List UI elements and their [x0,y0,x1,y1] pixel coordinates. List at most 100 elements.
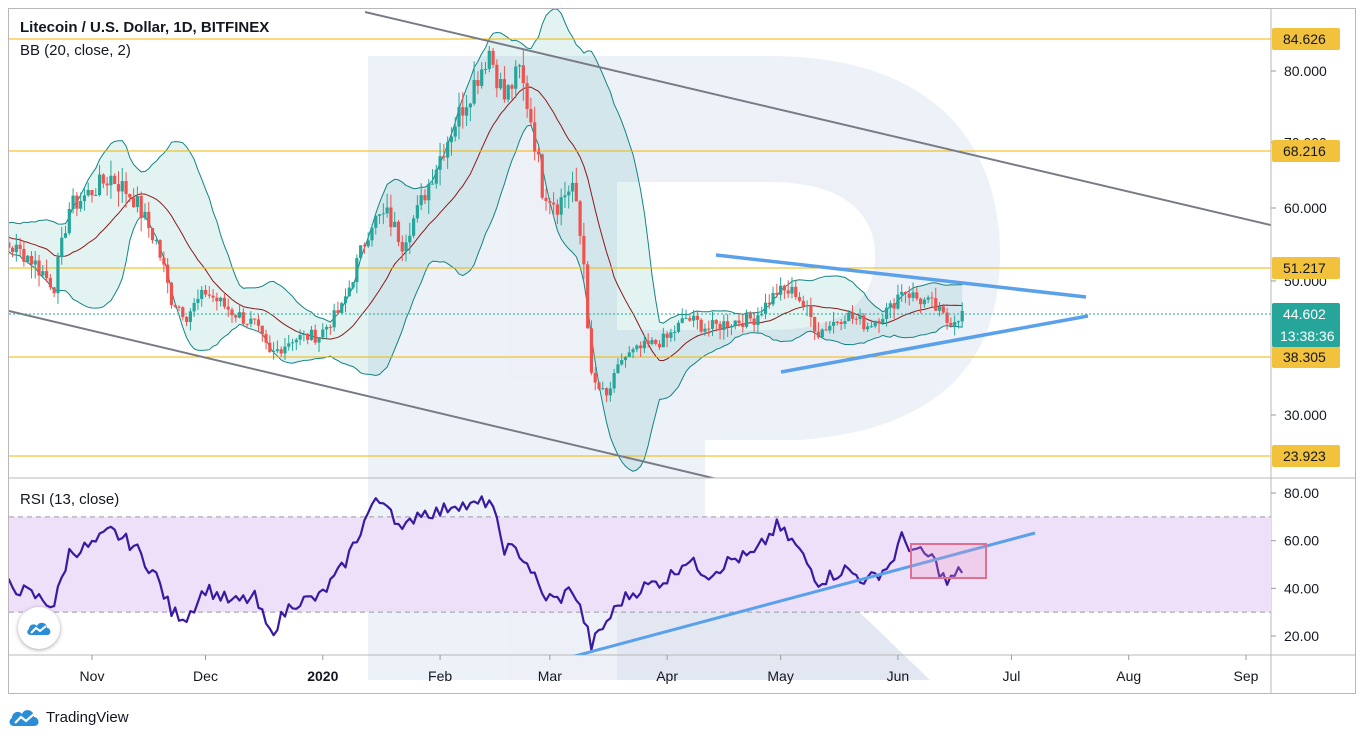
candle-body[interactable] [676,322,681,332]
candle-body[interactable] [835,321,839,323]
candle-body[interactable] [336,310,340,314]
candle-body[interactable] [249,318,253,324]
candle-body[interactable] [934,298,938,311]
candle-body[interactable] [302,333,306,336]
candle-body[interactable] [332,310,336,328]
candle-body[interactable] [809,305,813,317]
candle-body[interactable] [7,242,11,248]
candle-body[interactable] [858,315,862,320]
candle-body[interactable] [162,257,166,265]
candle-body[interactable] [495,64,499,89]
candle-body[interactable] [203,289,208,295]
candle-body[interactable] [427,183,431,201]
candle-body[interactable] [52,287,56,294]
candle-body[interactable] [37,260,41,276]
candle-body[interactable] [120,181,124,192]
candle-body[interactable] [521,65,525,84]
candle-body[interactable] [548,200,552,203]
candle-body[interactable] [665,333,669,338]
candle-body[interactable] [101,174,105,184]
candle-body[interactable] [33,260,37,265]
candle-body[interactable] [234,315,238,318]
candle-body[interactable] [313,329,317,343]
candle-body[interactable] [563,195,567,198]
candle-body[interactable] [915,292,919,299]
candle-body[interactable] [480,69,484,86]
candle-body[interactable] [328,326,332,328]
candle-body[interactable] [884,307,889,320]
candle-body[interactable] [517,65,522,67]
candle-body[interactable] [616,364,620,374]
candle-body[interactable] [298,335,302,340]
candle-body[interactable] [226,306,230,310]
candle-body[interactable] [953,322,957,326]
candle-body[interactable] [608,388,612,396]
candle-body[interactable] [0,235,3,248]
candle-body[interactable] [449,136,454,143]
candle-body[interactable] [922,299,926,305]
candle-body[interactable] [639,345,643,349]
candle-body[interactable] [627,352,631,358]
candle-body[interactable] [866,326,870,330]
candle-body[interactable] [536,151,541,155]
candle-body[interactable] [540,154,544,198]
candle-body[interactable] [219,297,223,302]
candle-body[interactable] [44,271,49,279]
candle-body[interactable] [385,207,389,214]
candle-body[interactable] [283,346,287,354]
candle-body[interactable] [813,316,817,332]
candle-body[interactable] [154,239,158,241]
candle-body[interactable] [347,287,351,297]
candle-body[interactable] [552,202,556,205]
candle-body[interactable] [828,325,832,331]
candle-body[interactable] [381,213,385,215]
candle-body[interactable] [771,292,775,305]
candle-body[interactable] [499,79,503,89]
candle-body[interactable] [29,255,34,265]
candle-body[interactable] [309,329,314,340]
candle-body[interactable] [438,156,442,170]
tradingview-fab[interactable] [18,607,60,649]
rsi-indicator-label[interactable]: RSI (13, close) [20,491,119,508]
candle-body[interactable] [241,312,245,324]
candle-body[interactable] [801,300,805,307]
candle-body[interactable] [733,320,737,326]
candle-body[interactable] [340,303,344,314]
candle-body[interactable] [139,196,143,219]
candle-body[interactable] [109,175,113,186]
candle-body[interactable] [930,297,934,299]
candle-body[interactable] [26,255,30,262]
candle-body[interactable] [612,373,616,389]
candle-body[interactable] [525,83,529,109]
candle-body[interactable] [820,329,824,338]
candle-body[interactable] [896,294,900,309]
candle-body[interactable] [937,306,942,311]
candle-body[interactable] [718,323,722,330]
tradingview-brand[interactable]: TradingView [8,706,129,728]
candle-body[interactable] [423,195,427,201]
candle-body[interactable] [321,329,325,338]
candle-body[interactable] [654,340,658,344]
candle-body[interactable] [253,318,257,320]
candle-body[interactable] [275,349,279,351]
candle-body[interactable] [601,388,605,390]
candle-body[interactable] [514,66,518,89]
candle-body[interactable] [710,320,715,329]
candle-body[interactable] [487,50,491,69]
candle-body[interactable] [60,237,64,258]
candle-body[interactable] [729,325,734,328]
candle-body[interactable] [287,343,291,347]
candle-body[interactable] [415,205,419,219]
candle-body[interactable] [22,248,26,262]
candle-body[interactable] [911,292,915,298]
candle-body[interactable] [657,343,662,348]
candle-body[interactable] [680,318,684,323]
candle-body[interactable] [892,303,896,309]
candle-body[interactable] [408,235,412,243]
candle-body[interactable] [714,320,718,324]
candle-body[interactable] [635,345,639,350]
candle-body[interactable] [574,182,578,202]
candle-body[interactable] [877,320,881,324]
candle-body[interactable] [483,68,488,70]
candle-body[interactable] [661,333,665,348]
